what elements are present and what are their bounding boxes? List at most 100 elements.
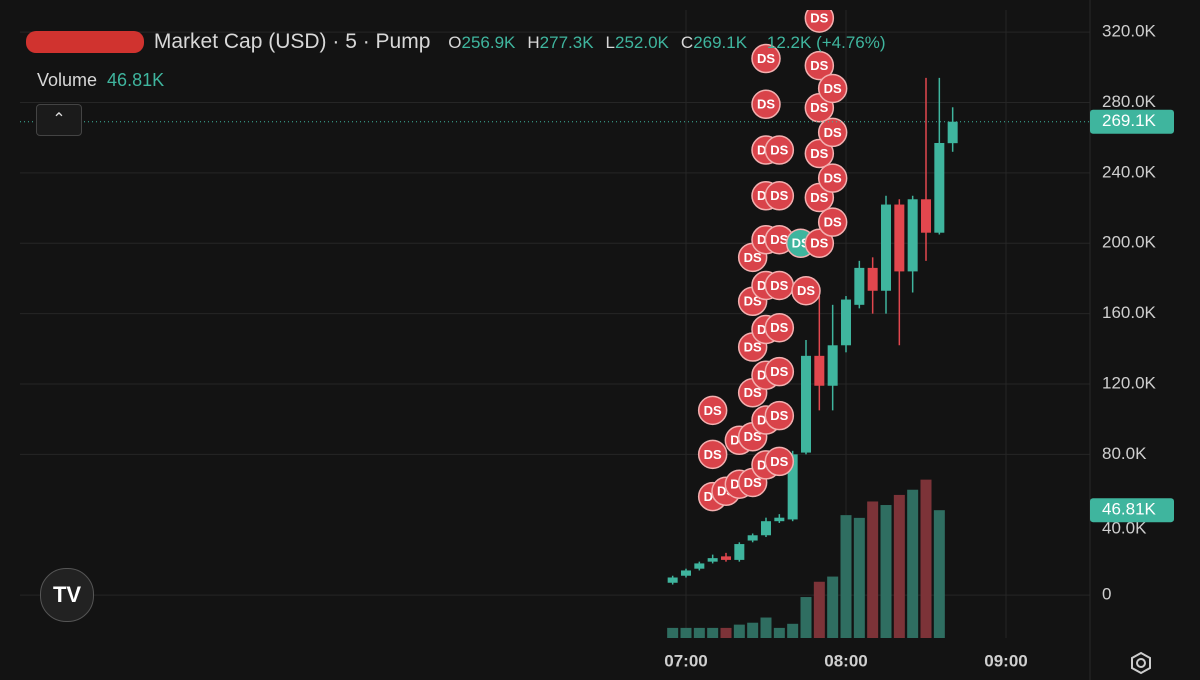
marker: DS: [764, 446, 795, 477]
candle-body: [721, 556, 731, 560]
marker: DS: [764, 135, 795, 165]
y-tick-label: 80.0K: [1102, 444, 1147, 463]
volume-bar: [667, 627, 679, 638]
candle-body: [761, 521, 771, 536]
marker-label: DS: [810, 11, 828, 26]
ohlc: O256.9K H277.3K L252.0K C269.1K: [436, 30, 747, 53]
marker: DS: [817, 117, 848, 148]
marker-dot: [791, 276, 821, 306]
ohlc-key: O: [448, 33, 462, 52]
marker-dot: [764, 181, 795, 211]
marker-dot: [697, 395, 728, 426]
candle-body: [801, 355, 811, 453]
marker: DS: [764, 312, 795, 343]
marker-dot: [764, 135, 795, 165]
marker-label: DS: [770, 364, 788, 379]
redaction: [26, 31, 144, 54]
candle-body: [921, 199, 931, 233]
marker: DS: [697, 395, 728, 426]
plot: DS DS DS DS DS DS DS DS DS DS DS DS DS DS DS DS DS DS DS DS…: [667, 10, 958, 638]
candle-body: [827, 345, 838, 386]
volume-bar: [680, 627, 692, 638]
ohlc-key: L: [605, 33, 616, 52]
candle-body: [694, 563, 705, 569]
marker-dot: [817, 117, 848, 148]
marker-label: DS: [744, 250, 762, 265]
marker: DS: [764, 181, 795, 211]
volume-bar: [933, 510, 945, 638]
marker: DS: [764, 356, 795, 387]
marker: DS: [804, 10, 835, 33]
marker: DS: [817, 163, 848, 193]
ohlc-value: 269.1K: [693, 33, 748, 52]
marker: DS: [697, 439, 728, 470]
marker-label: DS: [810, 190, 828, 205]
volume-bar: [707, 627, 719, 638]
marker-dot: [751, 43, 781, 74]
marker: DS: [751, 43, 781, 74]
marker: DS: [737, 422, 768, 452]
volume-bar: [693, 627, 705, 638]
volume-bar: [840, 515, 852, 638]
marker-label: DS: [824, 125, 842, 140]
ohlc-value: 277.3K: [539, 33, 594, 52]
marker-label: DS: [770, 408, 788, 423]
volume-bar: [760, 617, 772, 638]
y-tick-label: 120.0K: [1102, 373, 1157, 392]
marker-dot: [804, 10, 835, 33]
collapse-button[interactable]: ⌃: [36, 104, 82, 136]
marker-dot: [817, 73, 848, 104]
marker: DS: [804, 228, 835, 259]
settings-button[interactable]: [1126, 648, 1156, 678]
marker-label: DS: [757, 51, 775, 66]
marker-label: DS: [770, 142, 788, 157]
volume-value: 46.81K: [107, 70, 165, 90]
volume-bar: [907, 489, 919, 638]
marker-label: DS: [797, 283, 815, 298]
candle-body: [934, 142, 945, 233]
ohlc-key: C: [680, 33, 694, 52]
logo-button[interactable]: TV: [40, 568, 94, 622]
marker-label: DS: [770, 188, 788, 203]
candle-body: [747, 535, 758, 541]
candle-body: [881, 204, 891, 291]
y-tick-label: 200.0K: [1102, 233, 1157, 252]
last-price-label: 269.1K: [1102, 111, 1157, 130]
marker-label: DS: [810, 58, 828, 73]
volume-bar: [733, 624, 745, 638]
y-tick-label: 280.0K: [1102, 92, 1157, 111]
volume-bar: [853, 517, 865, 638]
marker-label: DS: [770, 320, 788, 335]
marker-label: DS: [770, 454, 788, 469]
y-tick-label: 240.0K: [1102, 162, 1157, 181]
change: 12.2K (+4.76%): [766, 33, 886, 52]
volume-bar: [773, 627, 785, 638]
y-tick-label: 160.0K: [1102, 303, 1157, 322]
volume-legend: Volume 46.81K: [37, 70, 164, 91]
candle-body: [907, 199, 918, 272]
volume-bar: [893, 494, 905, 638]
marker-dot: [764, 356, 795, 387]
candle-body: [734, 544, 745, 560]
ohlc-value: 256.9K: [461, 33, 516, 52]
last-price-box: [1090, 109, 1174, 134]
marker-label: DS: [824, 81, 842, 96]
last-volume-box: [1090, 498, 1174, 523]
volume-bar: [787, 623, 799, 638]
marker-label: DS: [744, 475, 762, 490]
marker-dot: [764, 400, 795, 431]
volume-bar: [800, 597, 812, 638]
candle-body: [681, 570, 691, 576]
x-tick-label: 09:00: [984, 651, 1027, 670]
y-tick-label: 320.0K: [1102, 22, 1157, 41]
candle-body: [707, 558, 718, 562]
marker: DS: [764, 400, 795, 431]
marker-dot: [804, 228, 835, 259]
marker: DS: [804, 138, 835, 169]
marker: DS: [817, 207, 848, 237]
marker: DS: [791, 276, 821, 306]
volume-bar: [920, 479, 932, 638]
header-title: Market Cap (USD) · 5 · Pump: [153, 30, 431, 53]
